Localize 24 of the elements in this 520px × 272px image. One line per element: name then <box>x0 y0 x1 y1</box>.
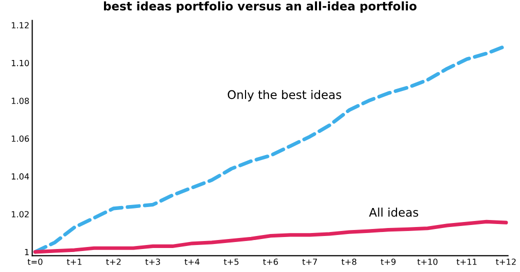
y-tick-label: 1.04 <box>12 173 29 180</box>
x-tick-label: t+6 <box>263 258 278 265</box>
y-tick-label: 1 <box>25 248 29 256</box>
x-tick-label: t+12 <box>496 258 516 265</box>
x-tick-label: t+3 <box>145 258 160 265</box>
x-tick-label: t+2 <box>106 258 121 265</box>
y-tick-label: 1.10 <box>12 60 29 66</box>
x-tick-label: t=0 <box>28 258 42 265</box>
series-label: All ideas <box>369 208 418 217</box>
line-series <box>33 220 508 254</box>
x-tick-label: t+1 <box>66 258 82 265</box>
x-tick-label: t+9 <box>380 258 396 265</box>
y-tick-label: 1.02 <box>12 211 29 218</box>
x-tick-label: t+10 <box>417 258 438 265</box>
y-tick-label: 1.08 <box>12 98 29 104</box>
x-tick-label: t+5 <box>224 258 238 265</box>
y-tick-label: 1.12 <box>12 22 29 28</box>
x-tick-label: t+7 <box>302 258 317 265</box>
x-tick-label: t+8 <box>342 258 356 265</box>
chart-title: best ideas portfolio versus an all-idea portfolio <box>104 1 417 13</box>
x-tick-label: t+11 <box>456 258 476 265</box>
y-tick-label: 1.06 <box>12 135 29 142</box>
x-tick-label: t+4 <box>184 258 200 265</box>
series-label: Only the best ideas <box>228 90 342 102</box>
